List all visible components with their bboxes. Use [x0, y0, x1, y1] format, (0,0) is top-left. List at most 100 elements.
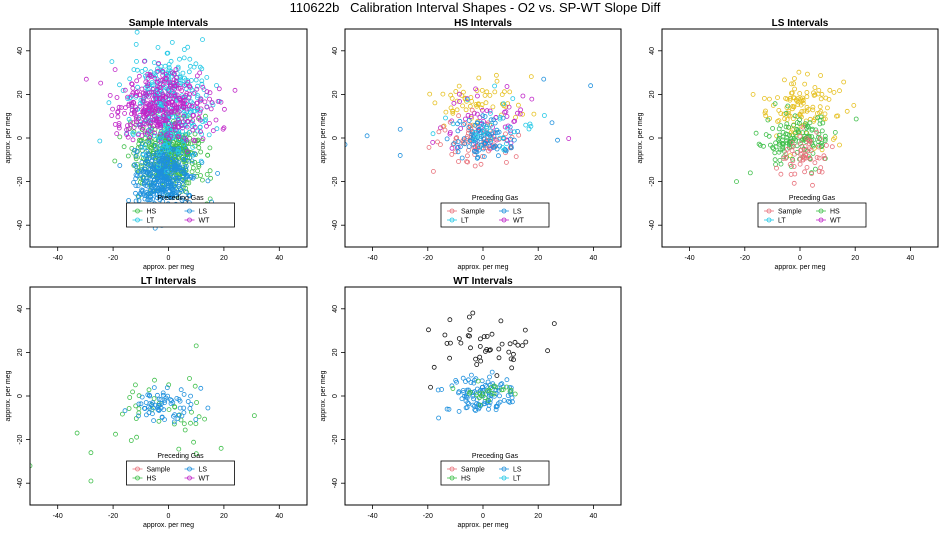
y-tick-label: -20	[332, 434, 339, 444]
legend-label: HS	[830, 209, 840, 216]
data-point	[187, 56, 193, 62]
data-point	[800, 130, 805, 136]
data-point	[476, 75, 482, 81]
data-point	[497, 114, 503, 120]
data-point	[160, 96, 166, 102]
data-point	[187, 63, 193, 69]
data-point	[131, 109, 137, 114]
data-point	[186, 129, 192, 135]
y-tick-label: -40	[17, 220, 24, 230]
data-point	[781, 155, 786, 161]
data-point	[187, 192, 192, 198]
data-point	[160, 94, 166, 100]
data-point	[763, 113, 769, 119]
data-point	[478, 105, 484, 111]
data-point	[457, 144, 463, 150]
data-point	[166, 146, 172, 152]
legend-title: Preceding Gas	[157, 195, 204, 202]
data-point	[163, 110, 169, 115]
data-point	[479, 107, 485, 113]
data-point	[792, 86, 797, 92]
data-point	[159, 147, 164, 153]
data-point	[171, 102, 177, 107]
data-point	[151, 396, 157, 402]
data-point	[426, 327, 431, 333]
data-point	[177, 56, 182, 62]
data-point	[783, 124, 789, 130]
data-point	[195, 168, 201, 174]
legend-swatch-marker	[187, 466, 192, 472]
data-point	[190, 144, 196, 150]
data-point	[145, 197, 151, 203]
data-point	[812, 115, 818, 121]
data-point	[474, 121, 480, 126]
data-point	[453, 377, 459, 383]
data-point	[160, 177, 166, 183]
data-point	[202, 99, 208, 105]
data-point	[818, 73, 823, 78]
data-point	[195, 83, 200, 89]
data-point	[480, 146, 486, 152]
data-point	[815, 115, 821, 121]
data-point	[426, 144, 432, 150]
data-point	[158, 139, 164, 145]
data-point	[149, 184, 155, 190]
data-point	[22, 414, 26, 418]
data-point	[149, 182, 155, 188]
data-point	[504, 84, 510, 89]
data-point	[517, 111, 523, 117]
data-point	[765, 117, 771, 123]
legend-title: Preceding Gas	[472, 453, 519, 460]
data-point	[170, 96, 176, 101]
panel-title: WT Intervals	[453, 276, 513, 287]
y-axis-label: approx. per meg	[320, 370, 327, 421]
data-point	[783, 151, 789, 157]
data-point	[161, 407, 167, 413]
legend-title: Preceding Gas	[472, 195, 519, 202]
data-point	[442, 127, 448, 133]
data-point	[190, 118, 196, 123]
data-point	[818, 140, 824, 146]
data-point	[785, 131, 790, 137]
legend: Preceding Gas Sample LS HS LT	[440, 453, 550, 486]
x-tick-label: 40	[590, 255, 598, 262]
y-axis-label: approx. per meg	[320, 112, 327, 163]
data-point	[822, 156, 827, 161]
data-point	[206, 132, 212, 138]
data-point	[469, 129, 475, 135]
data-point	[143, 160, 149, 166]
data-point	[831, 90, 837, 95]
data-point	[780, 134, 786, 140]
data-point	[495, 153, 501, 159]
data-point	[127, 119, 133, 125]
x-tick-label: 40	[275, 255, 283, 262]
data-point	[523, 122, 529, 128]
data-point	[832, 129, 838, 135]
data-point	[513, 154, 519, 160]
data-point	[191, 91, 197, 96]
data-point	[152, 377, 157, 383]
data-point	[747, 170, 753, 176]
data-point	[503, 131, 508, 137]
data-point	[761, 143, 766, 149]
data-point	[456, 113, 462, 119]
data-point	[501, 397, 507, 403]
data-point	[820, 120, 826, 126]
data-point	[124, 127, 129, 133]
legend-label: HS	[461, 476, 471, 483]
data-point	[483, 100, 489, 106]
data-point	[193, 61, 199, 67]
data-point	[132, 382, 138, 388]
data-point	[193, 152, 199, 157]
data-point	[179, 413, 185, 419]
data-point	[193, 343, 199, 349]
data-point	[192, 108, 198, 114]
data-point	[466, 125, 472, 130]
legend-swatch-marker	[135, 475, 140, 481]
data-point	[792, 130, 798, 136]
data-point	[489, 390, 495, 396]
data-point	[454, 135, 460, 141]
data-point	[181, 55, 187, 61]
data-point	[588, 83, 594, 89]
data-point	[178, 387, 184, 393]
